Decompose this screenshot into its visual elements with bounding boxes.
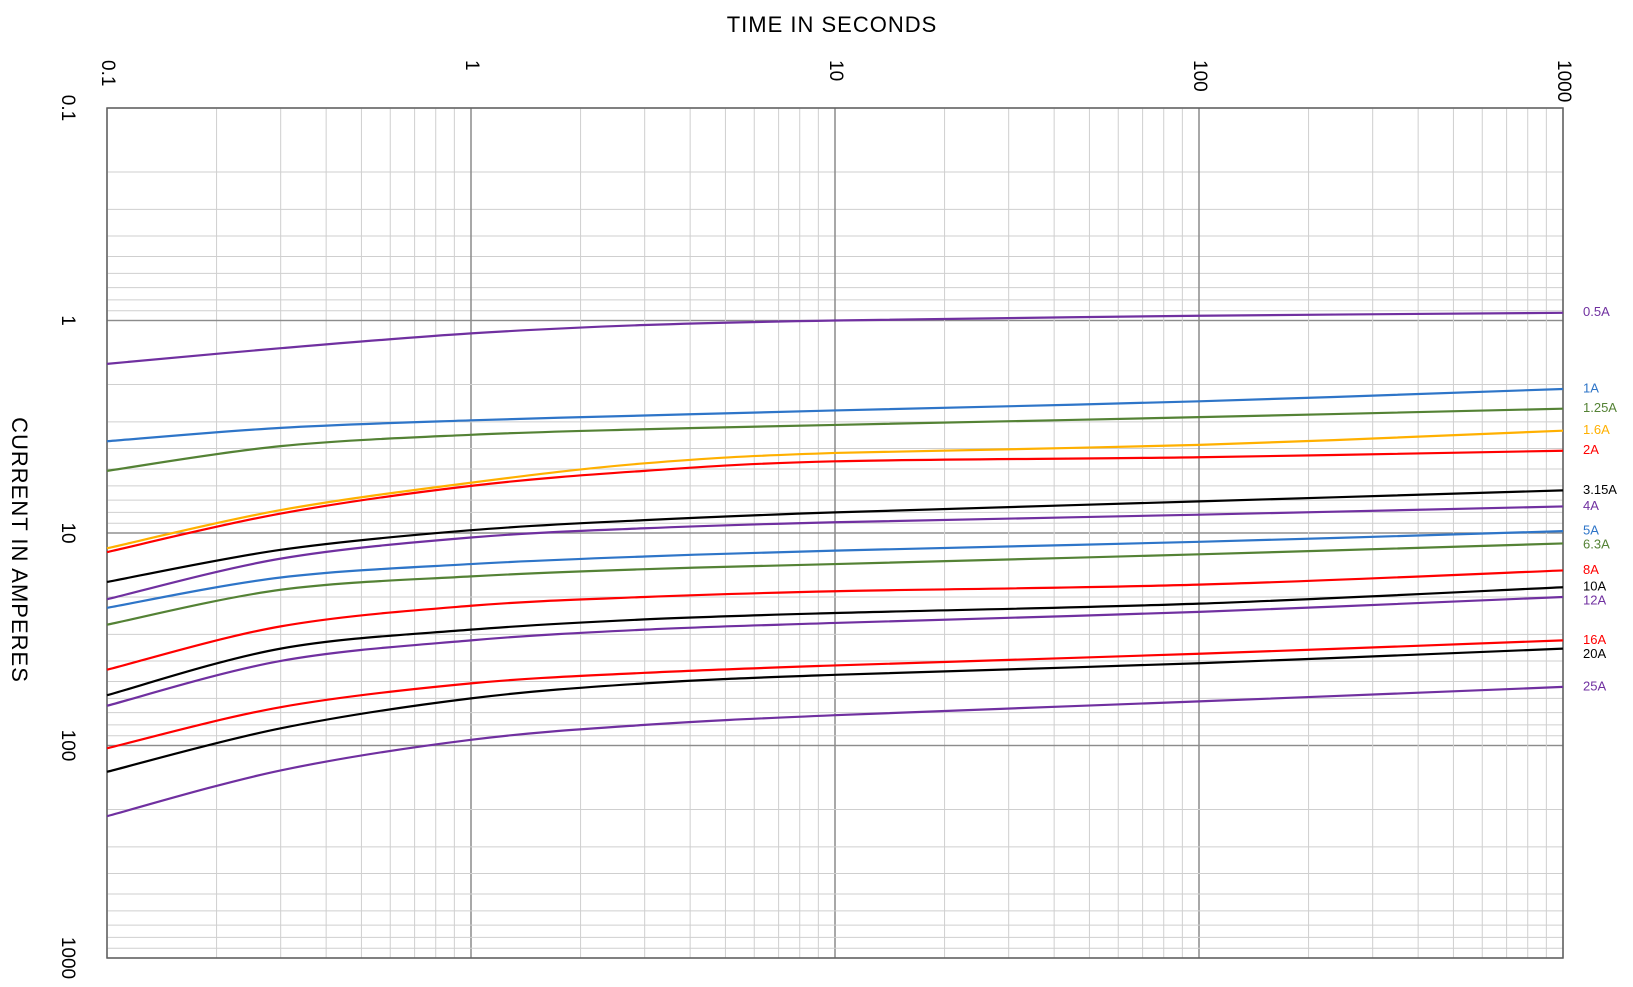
- series-label-2A: 2A: [1583, 442, 1599, 457]
- x-tick-label: 1: [461, 60, 482, 71]
- series-curve-4A: [106, 505, 1564, 601]
- series-curve-1.25A: [106, 407, 1564, 472]
- series-curve-5A: [106, 530, 1564, 609]
- plot-frame: [106, 107, 1564, 959]
- series-label-8A: 8A: [1583, 562, 1599, 577]
- y-tick-label: 1000: [57, 937, 78, 979]
- series-label-0.5A: 0.5A: [1583, 304, 1610, 319]
- series-curve-8A: [106, 569, 1564, 671]
- series-label-1A: 1A: [1583, 380, 1599, 395]
- series-curve-3.15A: [106, 489, 1564, 584]
- series-label-10A: 10A: [1583, 579, 1606, 594]
- series-label-16A: 16A: [1583, 632, 1606, 647]
- series-label-20A: 20A: [1583, 646, 1606, 661]
- series-curve-20A: [106, 647, 1564, 773]
- series-label-1.25A: 1.25A: [1583, 400, 1617, 415]
- series-label-5A: 5A: [1583, 523, 1599, 538]
- grid: [106, 107, 1564, 959]
- series-curve-1.6A: [106, 429, 1564, 550]
- y-axis-title: CURRENT IN AMPERES: [7, 417, 32, 683]
- series-curve-6.3A: [106, 542, 1564, 626]
- series-curve-12A: [106, 595, 1564, 707]
- series-label-3.15A: 3.15A: [1583, 482, 1617, 497]
- y-tick-label: 100: [57, 730, 78, 762]
- x-tick-label: 1000: [1553, 60, 1574, 102]
- series-label-6.3A: 6.3A: [1583, 537, 1610, 552]
- x-tick-label: 0.1: [97, 60, 118, 86]
- series-curve-10A: [106, 586, 1564, 697]
- y-tick-label: 1: [57, 315, 78, 326]
- series-label-12A: 12A: [1583, 593, 1606, 608]
- series-curve-0.5A: [106, 311, 1564, 365]
- series-label-1.6A: 1.6A: [1583, 422, 1610, 437]
- x-tick-label: 10: [825, 60, 846, 81]
- series-curve-16A: [106, 639, 1564, 750]
- series-curve-25A: [106, 685, 1564, 818]
- series-curve-2A: [106, 449, 1564, 554]
- curves: [106, 311, 1564, 818]
- series-label-4A: 4A: [1583, 498, 1599, 513]
- y-tick-label: 10: [57, 522, 78, 543]
- series-label-25A: 25A: [1583, 678, 1606, 693]
- x-tick-labels: 0.1 1 10 100 1000: [97, 60, 1574, 102]
- x-tick-label: 100: [1189, 60, 1210, 92]
- series-curve-1A: [106, 387, 1564, 443]
- y-tick-label: 0.1: [57, 95, 78, 121]
- x-axis-title: TIME IN SECONDS: [727, 12, 938, 37]
- y-tick-labels: 0.1 1 10 100 1000: [57, 95, 78, 979]
